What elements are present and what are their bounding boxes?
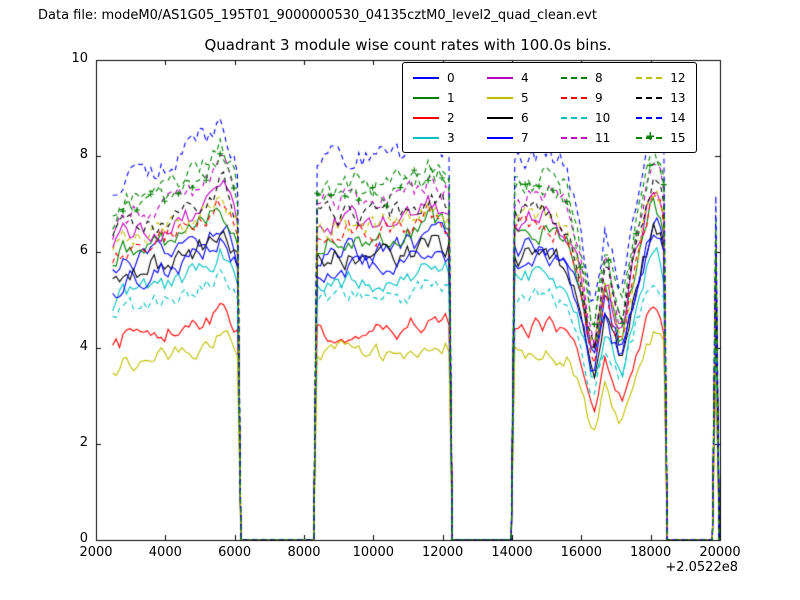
- legend-item-14: 14: [636, 108, 686, 127]
- y-tick-label: 0: [79, 531, 88, 546]
- legend-line: [487, 116, 513, 119]
- legend-label: 11: [595, 130, 611, 145]
- legend-item-5: 5: [487, 88, 535, 107]
- legend-item-15: +15: [636, 128, 686, 147]
- legend-item-7: 7: [487, 128, 535, 147]
- legend-line-sample: [636, 113, 663, 123]
- legend-line: [561, 136, 587, 139]
- y-tick-label: 8: [79, 147, 88, 162]
- legend-item-12: 12: [636, 68, 686, 87]
- legend-label: 1: [447, 90, 455, 105]
- legend-line-sample: +: [636, 128, 663, 143]
- legend-line-sample: [561, 113, 587, 123]
- y-tick-label: 10: [71, 51, 88, 66]
- data-file-label: Data file: modeM0/AS1G05_195T01_90000005…: [38, 8, 597, 23]
- legend-line: [413, 136, 439, 139]
- chart-title: Quadrant 3 module wise count rates with …: [204, 36, 612, 54]
- legend-line-sample: [487, 93, 513, 103]
- x-axis-offset-label: +2.0522e8: [665, 560, 738, 575]
- legend-label: 7: [521, 130, 529, 145]
- legend-line-sample: [636, 93, 663, 103]
- legend-line: [487, 136, 513, 139]
- legend-item-13: 13: [636, 88, 686, 107]
- legend-line: [413, 116, 439, 119]
- legend-item-8: 8: [561, 68, 610, 87]
- legend-label: 2: [447, 110, 455, 125]
- x-tick-label: 16000: [560, 545, 602, 560]
- legend-item-9: 9: [561, 88, 610, 107]
- x-tick-label: 12000: [421, 545, 464, 560]
- x-tick-label: 2000: [79, 545, 113, 560]
- legend-line: [487, 76, 513, 79]
- x-tick-label: 18000: [629, 545, 672, 560]
- legend-label: 15: [670, 130, 686, 145]
- legend-label: 5: [521, 90, 529, 105]
- legend-item-4: 4: [487, 68, 535, 87]
- legend-item-11: 11: [561, 128, 610, 147]
- legend-line: [636, 116, 663, 119]
- legend-label: 0: [447, 70, 455, 85]
- legend-line-sample: [413, 113, 439, 123]
- legend-label: 4: [521, 70, 529, 85]
- x-tick-label: 6000: [218, 545, 252, 560]
- legend-label: 10: [595, 110, 611, 125]
- legend-line: [413, 96, 439, 99]
- legend-line-sample: [413, 93, 439, 103]
- legend-line-sample: [561, 133, 587, 143]
- x-tick-label: 20000: [699, 545, 741, 560]
- legend-line: [413, 76, 439, 79]
- legend-label: 3: [447, 130, 455, 145]
- legend-line: [561, 116, 587, 119]
- y-tick-label: 6: [79, 243, 88, 258]
- legend-line: [636, 96, 663, 99]
- legend-label: 12: [670, 70, 686, 85]
- legend-line-sample: [636, 73, 663, 83]
- legend-item-3: 3: [413, 128, 461, 147]
- legend-line: [636, 76, 663, 79]
- legend-line-sample: [561, 93, 587, 103]
- legend-label: 8: [595, 70, 603, 85]
- legend-line-sample: [561, 73, 587, 83]
- legend-item-0: 0: [413, 68, 461, 87]
- x-tick-label: 8000: [287, 545, 321, 560]
- legend-item-2: 2: [413, 108, 461, 127]
- legend-label: 9: [595, 90, 603, 105]
- legend-item-6: 6: [487, 108, 535, 127]
- legend-line-sample: [487, 113, 513, 123]
- legend-label: 14: [670, 110, 686, 125]
- plus-marker-icon: +: [645, 128, 656, 143]
- legend-item-10: 10: [561, 108, 610, 127]
- legend-label: 13: [670, 90, 686, 105]
- legend-line-sample: [487, 73, 513, 83]
- legend-line: [561, 96, 587, 99]
- y-tick-label: 4: [79, 339, 88, 354]
- legend-line-sample: [487, 133, 513, 143]
- legend-line: [636, 136, 663, 139]
- legend-line-sample: [413, 73, 439, 83]
- x-tick-label: 14000: [491, 545, 533, 560]
- legend-item-1: 1: [413, 88, 461, 107]
- x-tick-label: 4000: [148, 545, 182, 560]
- y-tick-label: 2: [79, 435, 88, 450]
- legend-label: 6: [521, 110, 529, 125]
- x-tick-label: 10000: [352, 545, 394, 560]
- legend-line: [487, 96, 513, 99]
- legend: 0 1 2 3 4 5 6 7 8 9 10 11 12 13 14 +15: [402, 62, 697, 153]
- legend-line: [561, 76, 587, 79]
- legend-line-sample: [413, 133, 439, 143]
